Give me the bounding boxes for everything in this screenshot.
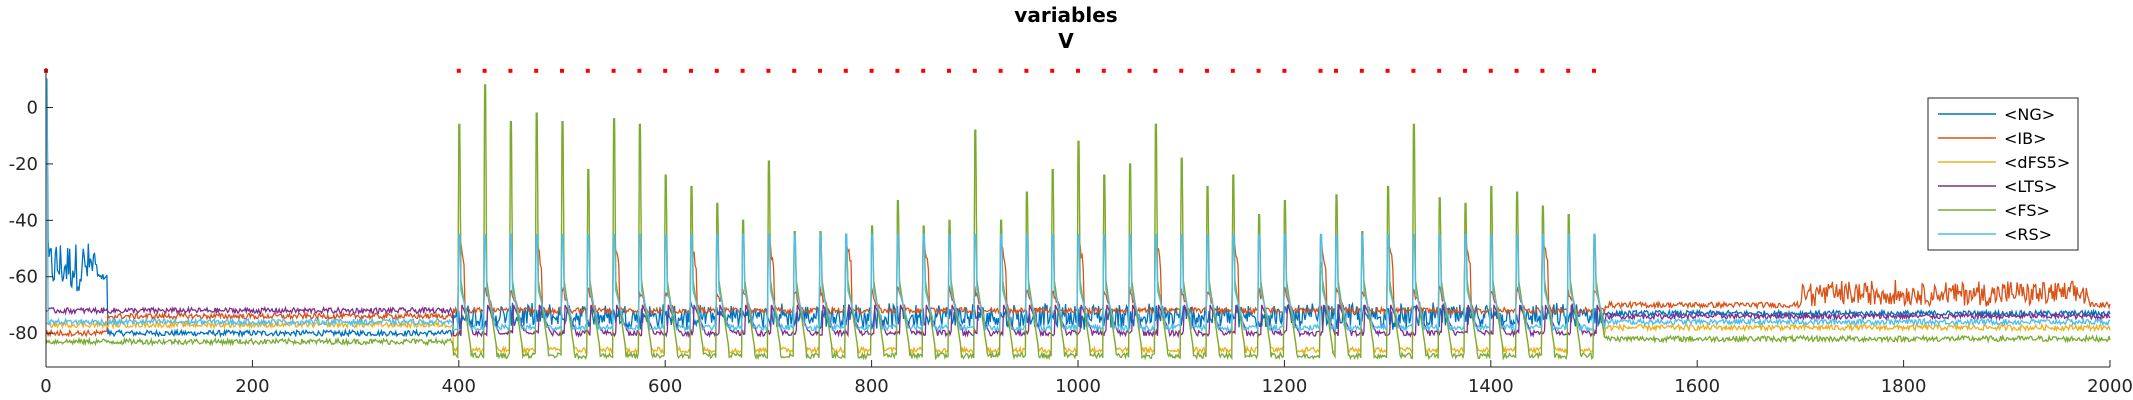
- event-marker: [1024, 68, 1029, 73]
- legend: <NG> <IB> <dFS5> <LTS> <FS> <RS>: [1927, 97, 2079, 251]
- event-marker: [1514, 68, 1519, 73]
- x-tick-label: 1000: [1055, 376, 1101, 397]
- event-marker: [1230, 68, 1235, 73]
- y-tick-label: -80: [9, 323, 38, 344]
- plot-area: [45, 78, 2111, 361]
- event-marker: [585, 68, 590, 73]
- event-marker: [740, 68, 745, 73]
- event-marker: [921, 68, 926, 73]
- event-marker: [1540, 68, 1545, 73]
- event-marker: [1359, 68, 1364, 73]
- legend-box: [1927, 97, 2079, 251]
- event-marker: [689, 68, 693, 73]
- legend-label: <NG>: [2004, 105, 2055, 124]
- event-marker: [1179, 68, 1184, 73]
- event-marker: [1050, 68, 1055, 73]
- event-marker: [508, 68, 513, 73]
- x-tick-label: 1200: [1261, 376, 1307, 397]
- event-marker: [637, 68, 642, 73]
- event-marker: [714, 68, 719, 73]
- event-marker: [998, 68, 1003, 73]
- event-marker: [1334, 68, 1338, 73]
- event-marker: [843, 68, 848, 73]
- event-marker: [1205, 68, 1209, 73]
- x-tick-label: 0: [40, 376, 51, 397]
- x-tick-label: 1400: [1468, 376, 1514, 397]
- event-marker: [792, 68, 797, 73]
- event-marker: [869, 68, 874, 73]
- legend-label: <IB>: [2004, 129, 2047, 148]
- event-marker: [895, 68, 900, 73]
- event-marker: [1153, 68, 1158, 73]
- event-marker: [1437, 68, 1442, 73]
- series-line-rs: [46, 78, 2111, 333]
- y-tick-label: -40: [9, 210, 38, 231]
- x-tick-label: 1600: [1674, 376, 1720, 397]
- event-markers: [44, 68, 1596, 73]
- legend-label: <RS>: [2004, 225, 2052, 244]
- event-marker: [611, 68, 616, 73]
- event-marker: [456, 68, 461, 73]
- event-marker: [818, 68, 822, 73]
- event-marker: [1385, 68, 1390, 73]
- event-marker: [1127, 68, 1132, 73]
- event-marker: [947, 68, 951, 73]
- event-marker: [1566, 68, 1571, 73]
- event-marker: [1411, 68, 1416, 73]
- x-tick-label: 400: [442, 376, 476, 397]
- axes: 0 200 400 600 800 1000 1200 1400 1600 1800 2000 0 -2…: [9, 68, 2133, 397]
- event-marker: [560, 68, 564, 73]
- event-marker: [1592, 68, 1596, 73]
- y-tick-label: 0: [27, 97, 38, 118]
- event-marker: [972, 68, 977, 73]
- legend-label: <LTS>: [2004, 177, 2057, 196]
- event-marker: [482, 68, 487, 73]
- x-tick-label: 200: [235, 376, 269, 397]
- legend-label: <FS>: [2004, 201, 2050, 220]
- x-tick-label: 600: [648, 376, 682, 397]
- event-marker: [534, 68, 539, 73]
- event-marker: [1488, 68, 1493, 73]
- y-tick-label: -60: [9, 267, 38, 288]
- y-tick-label: -20: [9, 154, 38, 175]
- event-marker: [1076, 68, 1080, 73]
- x-tick-label: 800: [854, 376, 888, 397]
- chart-title: variables: [1014, 3, 1117, 27]
- event-marker: [1463, 68, 1467, 73]
- series-line-lts: [45, 304, 2111, 339]
- series-line-ng: [46, 78, 2111, 339]
- event-marker: [1256, 68, 1261, 73]
- x-tick-label: 1800: [1881, 376, 1927, 397]
- event-marker: [1318, 68, 1323, 73]
- series-line-fs: [45, 84, 2111, 361]
- chart-subtitle: V: [1058, 29, 1074, 53]
- x-tick-label: 2000: [2087, 376, 2133, 397]
- event-marker: [663, 68, 668, 73]
- event-marker: [766, 68, 771, 73]
- event-marker: [1101, 68, 1106, 73]
- event-marker: [1282, 68, 1287, 73]
- legend-label: <dFS5>: [2004, 153, 2070, 172]
